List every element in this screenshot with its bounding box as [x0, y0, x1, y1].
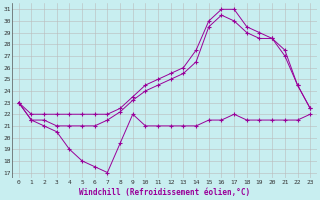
X-axis label: Windchill (Refroidissement éolien,°C): Windchill (Refroidissement éolien,°C)	[79, 188, 250, 197]
